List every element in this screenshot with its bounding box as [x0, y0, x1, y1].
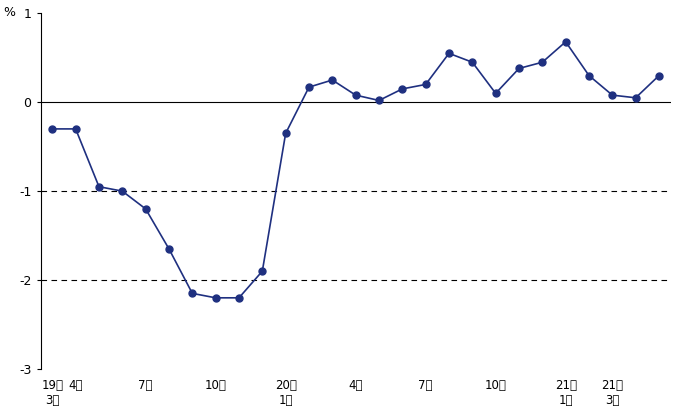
Y-axis label: %: %: [3, 6, 15, 19]
